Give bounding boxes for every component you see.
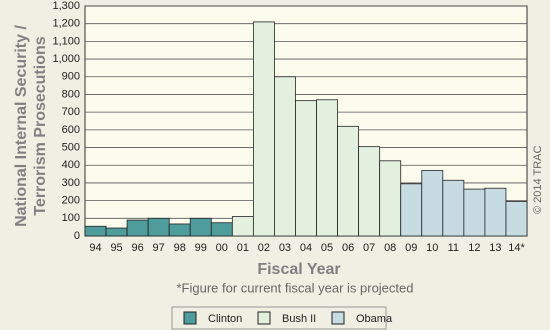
- y-tick-label: 700: [62, 106, 80, 118]
- y-tick-label: 1,000: [52, 53, 80, 65]
- bar: [295, 100, 317, 237]
- y-tick-label: 400: [62, 159, 80, 171]
- bar: [316, 99, 338, 237]
- y-tick-label: 200: [62, 195, 80, 207]
- bar: [400, 183, 423, 237]
- legend-box: [171, 306, 387, 330]
- y-axis-title: Terrorism Prosecutions: [32, 36, 49, 215]
- bar: [231, 216, 254, 237]
- x-tick-label: 99: [195, 242, 207, 254]
- x-tick-label: 12: [468, 242, 480, 254]
- x-tick-label: 07: [363, 242, 375, 254]
- bar: [168, 223, 191, 237]
- legend-label: Bush II: [282, 313, 316, 325]
- legend-swatch: [183, 311, 197, 325]
- legend-swatch: [257, 311, 271, 325]
- bar: [484, 187, 507, 237]
- x-tick-label: 02: [258, 242, 270, 254]
- x-tick-label: 97: [153, 242, 165, 254]
- x-tick-label: 08: [384, 242, 396, 254]
- x-tick-label: 01: [237, 242, 249, 254]
- x-tick-label: 13: [489, 242, 501, 254]
- y-tick-label: 100: [62, 212, 80, 224]
- copyright: © 2014 TRAC: [532, 146, 544, 214]
- x-tick-label: 96: [131, 242, 143, 254]
- x-tick-label: 06: [342, 242, 354, 254]
- footnote: *Figure for current fiscal year is proje…: [177, 280, 414, 295]
- bar: [252, 21, 275, 237]
- y-tick-label: 600: [62, 124, 80, 136]
- x-tick-label: 05: [321, 242, 333, 254]
- y-tick-label: 0: [74, 230, 80, 242]
- legend-label: Clinton: [208, 313, 242, 325]
- y-tick-label: 900: [62, 71, 80, 83]
- bar: [84, 225, 107, 237]
- bar: [274, 76, 296, 237]
- x-tick-label: 11: [448, 242, 459, 254]
- x-tick-label: 00: [216, 242, 228, 254]
- y-tick-label: 500: [62, 141, 80, 153]
- x-tick-label: 09: [405, 242, 417, 254]
- x-tick-label: 03: [279, 242, 291, 254]
- legend-swatch: [331, 311, 345, 325]
- y-tick-label: 800: [62, 88, 80, 100]
- x-tick-label: 14*: [508, 242, 525, 254]
- x-tick-label: 95: [110, 242, 122, 254]
- bar: [147, 217, 170, 237]
- x-tick-label: 04: [300, 242, 312, 254]
- bar: [126, 219, 149, 237]
- bar: [105, 227, 128, 237]
- y-tick-label: 300: [62, 177, 80, 189]
- legend-label: Obama: [356, 313, 393, 325]
- x-tick-label: 94: [89, 242, 101, 254]
- x-axis-title: Fiscal Year: [257, 261, 340, 278]
- bar: [463, 188, 486, 237]
- bar: [358, 146, 381, 237]
- x-tick-label: 98: [174, 242, 186, 254]
- bar: [189, 217, 212, 237]
- bar: [210, 222, 233, 237]
- y-tick-label: 1,200: [52, 18, 80, 30]
- y-tick-label: 1,300: [52, 0, 80, 12]
- bar: [505, 201, 528, 237]
- y-axis-title: National Internal Security /: [13, 25, 30, 227]
- bar: [379, 160, 402, 237]
- bar: [442, 179, 465, 237]
- bar: [337, 125, 360, 237]
- y-tick-label: 1,100: [52, 35, 80, 47]
- x-tick-label: 10: [426, 242, 438, 254]
- bar: [421, 170, 444, 237]
